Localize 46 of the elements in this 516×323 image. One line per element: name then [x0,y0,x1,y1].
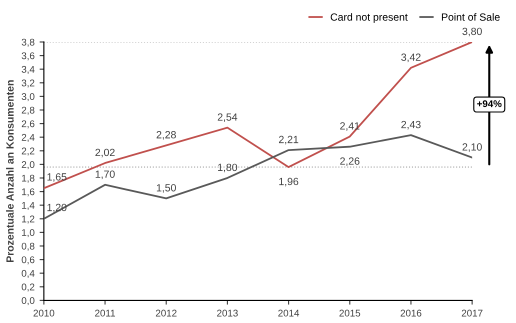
y-tick-label: 0,8 [22,242,34,251]
y-tick-label: 3,2 [22,80,34,88]
y-tick-label: 2,4 [22,134,35,142]
text: +94% [477,100,502,108]
y-axis-title: Prozentuale Anzahl an Konsumenten [6,80,14,262]
x-tick-label: 2012 [156,310,177,317]
data-label: 2,43 [401,120,421,130]
y-tick-label: 3,4 [22,66,35,74]
x-tick-label: 2016 [400,310,422,317]
x-tick-label: 2014 [278,310,300,317]
y-tick-label: 2,6 [22,120,34,128]
x-tick-label: 2011 [95,310,116,317]
data-label: 2,21 [278,136,298,144]
y-tick-label: 1,2 [22,216,34,224]
x-tick-label: 2017 [462,310,482,317]
data-label: 1,70 [96,170,115,180]
x-tick-label: 2013 [217,310,238,317]
y-tick-label: 0,0 [22,297,34,306]
y-tick-label: 0,6 [22,256,34,264]
data-label: 3,42 [401,54,421,62]
y-tick-label: 1,6 [22,188,34,196]
data-label: 2,02 [95,148,115,158]
y-tick-label: 3,0 [22,93,34,102]
y-tick-label: 1,0 [22,229,34,238]
data-label: 1,96 [279,178,298,186]
data-label: 1,80 [218,164,238,172]
y-tick-label: 2,0 [22,161,34,170]
y-tick-label: 0,4 [22,270,35,278]
data-label: 2,28 [156,131,176,140]
y-tick-label: 0,2 [22,284,34,292]
data-label: 2,54 [218,113,238,122]
y-tick-label: 2,2 [22,148,34,156]
y-tick-label: 1,4 [22,202,35,210]
x-tick-label: 2010 [34,310,54,317]
data-label: 3,80 [462,28,482,36]
data-label: 1,65 [47,173,66,182]
y-tick-label: 3,8 [22,38,34,47]
legend-label: Card not present [330,13,408,23]
data-label: 1,50 [156,184,176,193]
data-label: 2,26 [340,157,360,166]
y-tick-label: 1,8 [22,174,34,183]
y-tick-label: 2,8 [22,106,34,115]
data-label: 2,10 [462,143,482,152]
x-tick-label: 2015 [339,310,360,317]
legend-label: Point of Sale [442,13,500,21]
y-tick-label: 3,6 [22,52,34,60]
